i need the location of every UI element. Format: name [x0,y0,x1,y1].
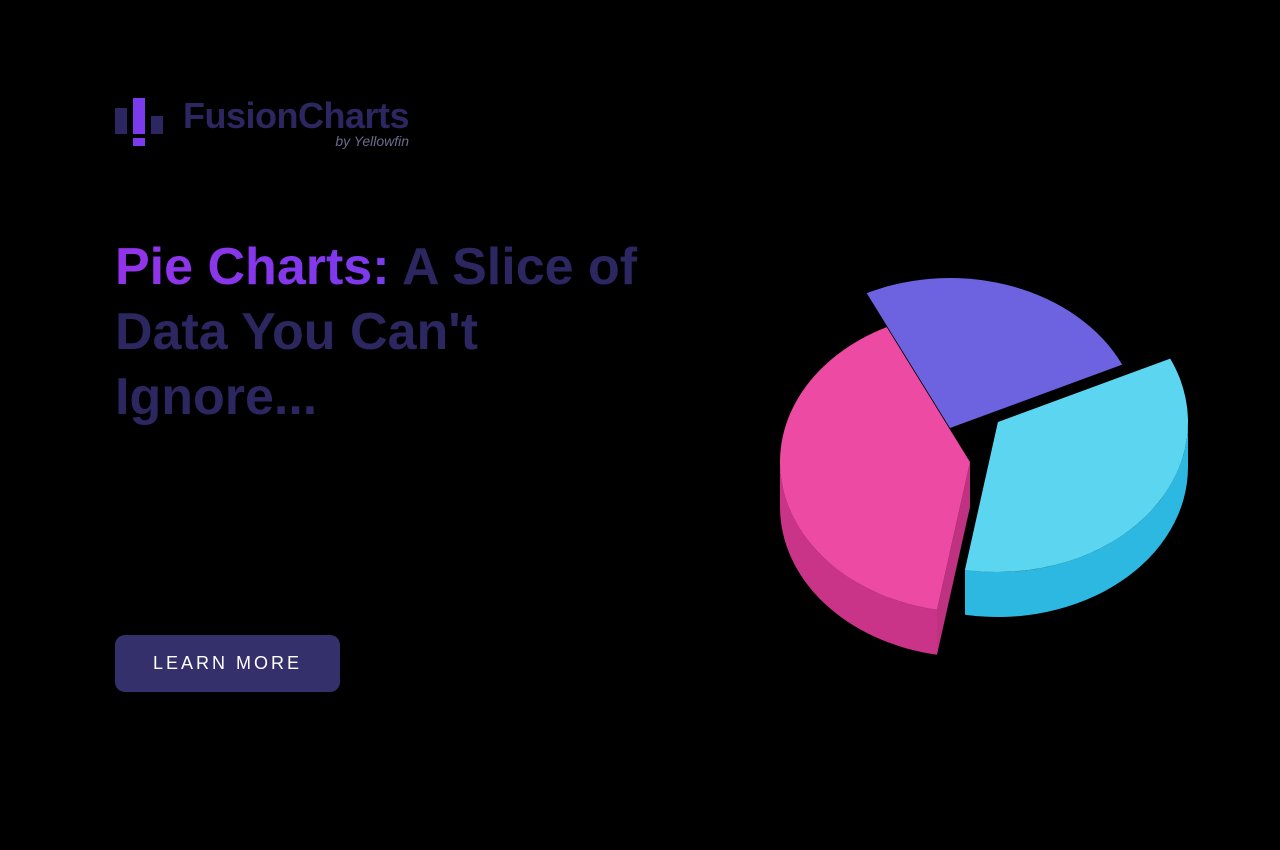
brand-logo: FusionCharts by Yellowfin [115,95,409,149]
logo-brand-name: FusionCharts [183,95,409,137]
headline-highlight: Pie Charts: [115,238,390,296]
logo-mark-icon [115,98,165,146]
page-headline: Pie Charts: A Slice of Data You Can't Ig… [115,235,675,430]
learn-more-button[interactable]: LEARN MORE [115,635,340,692]
logo-byline: by Yellowfin [335,133,409,149]
logo-text: FusionCharts by Yellowfin [183,95,409,149]
pie-chart-3d [720,180,1220,680]
